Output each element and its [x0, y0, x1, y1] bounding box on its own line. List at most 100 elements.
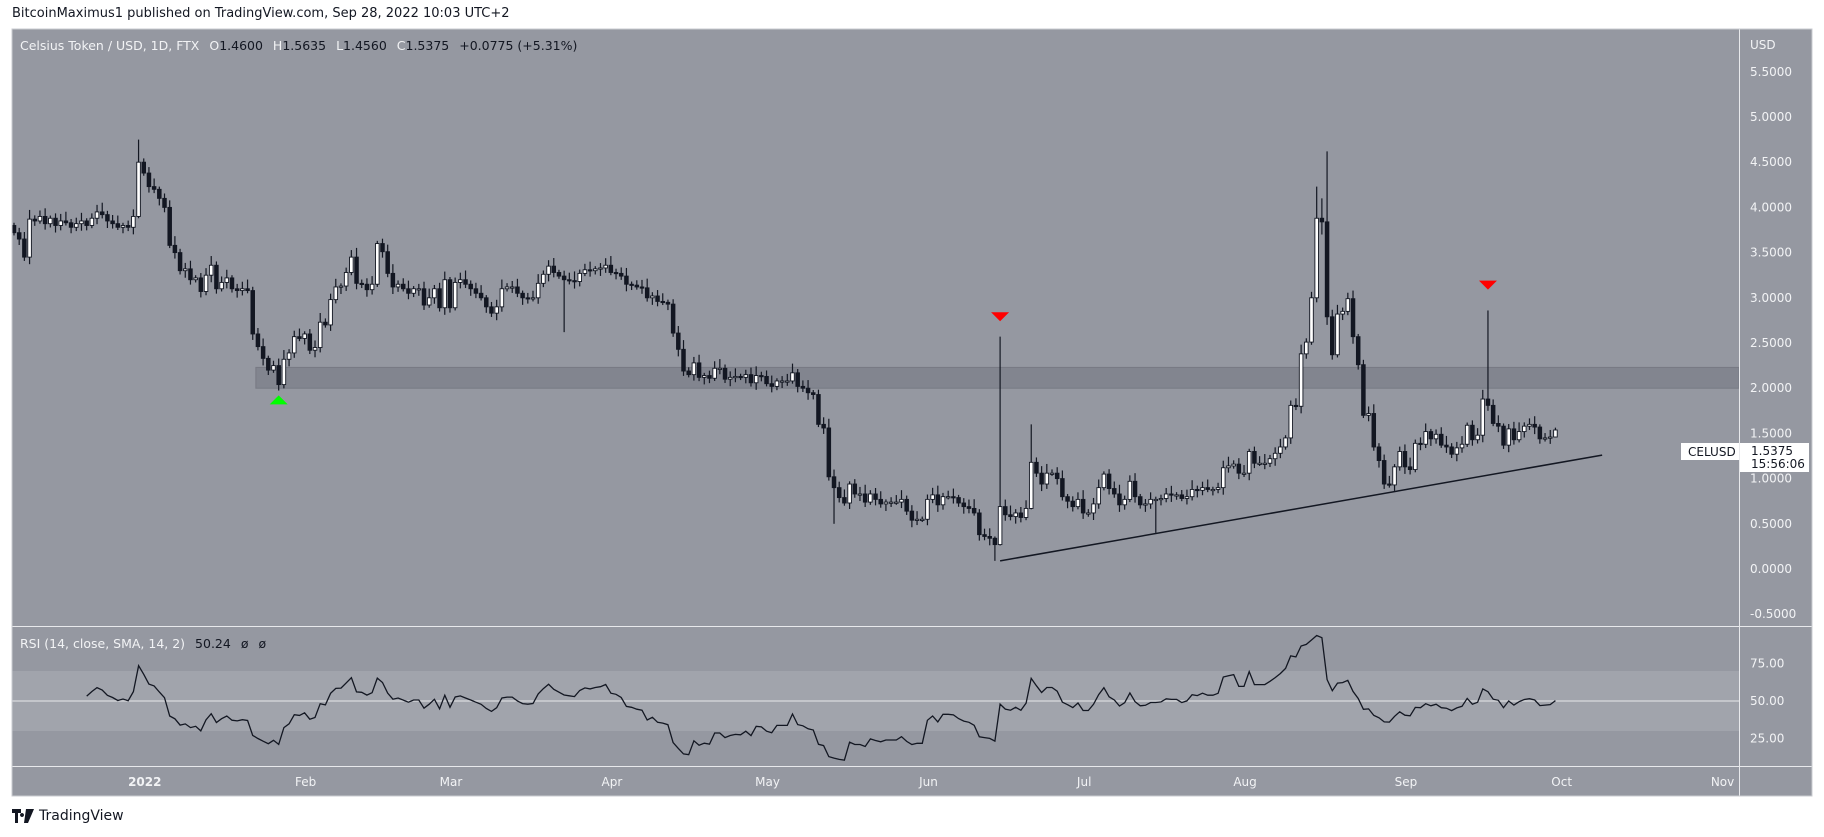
candle	[1547, 429, 1553, 444]
candle-body-down	[707, 375, 712, 379]
candle-body-up	[1553, 429, 1558, 438]
candle-body-down	[951, 496, 956, 499]
candle	[167, 200, 172, 249]
time-axis[interactable]: 2022 Feb Mar Apr May Jun Jul Aug Sep Oct Nov	[128, 775, 1734, 789]
candle-body-down	[686, 370, 691, 376]
candle	[530, 290, 536, 302]
candle	[603, 258, 608, 273]
candle-body-up	[779, 380, 785, 383]
candle-body-up	[1413, 442, 1418, 471]
candle-body-up	[271, 365, 276, 371]
candle	[1044, 463, 1050, 489]
candle	[141, 158, 146, 176]
candle	[733, 368, 738, 383]
candle-body-down	[1034, 461, 1039, 474]
candle	[1112, 481, 1117, 498]
candle-body-up	[1298, 353, 1304, 407]
support-zone-rect[interactable]	[255, 366, 1740, 389]
candle	[971, 499, 977, 516]
candle-body-down	[354, 256, 359, 284]
candle	[1454, 441, 1460, 462]
candle-body-up	[338, 285, 344, 288]
candle	[977, 509, 982, 541]
candle-body-down	[229, 277, 235, 290]
price-axis[interactable]: 5.5000 5.0000 4.5000 4.0000 3.5000 3.0000 2.50…	[1750, 65, 1796, 621]
candle-body-up	[1049, 472, 1055, 475]
candle	[805, 380, 811, 400]
candle	[224, 269, 230, 289]
candle	[1537, 424, 1543, 444]
candle-body-down	[961, 502, 967, 508]
symbol-legend[interactable]: Celsius Token / USD, 1D, FTX O1.4600 H1.…	[20, 38, 577, 53]
candle	[255, 327, 261, 351]
candle-body-up	[499, 288, 505, 308]
candle-body-down	[1387, 483, 1392, 486]
candle	[1298, 344, 1304, 414]
candle	[956, 494, 961, 507]
green-up-arrow-icon[interactable]	[269, 395, 288, 405]
candle-body-down	[157, 188, 162, 199]
candle	[826, 418, 832, 481]
tradingview-logo[interactable]: TradingView	[12, 808, 124, 824]
candle	[84, 218, 89, 231]
candle	[722, 364, 728, 383]
candle	[525, 292, 531, 304]
candle	[266, 355, 271, 376]
price-axis-label: 0.0000	[1750, 562, 1792, 576]
rsi-axis[interactable]: 75.00 50.00 25.00	[1750, 657, 1784, 746]
red-down-arrow-icon[interactable]	[1478, 280, 1497, 290]
candle-body-up	[58, 220, 63, 226]
price-tag-value: 1.5375	[1751, 444, 1793, 458]
candle	[162, 193, 167, 213]
rsi-legend[interactable]: RSI (14, close, SMA, 14, 2) 50.24 ø ø	[20, 636, 266, 651]
candle	[572, 271, 577, 289]
open-value: 1.4600	[219, 38, 263, 53]
candle	[1023, 500, 1029, 521]
candle	[888, 497, 894, 507]
candle-body-down	[1511, 428, 1517, 441]
candle-body-up	[1397, 451, 1402, 468]
candle-body-up	[411, 288, 416, 294]
ascending-support-trendline[interactable]	[999, 454, 1603, 562]
candle	[520, 290, 525, 305]
time-axis-label: Oct	[1551, 775, 1572, 789]
candle	[421, 281, 427, 310]
candle-body-down	[1376, 446, 1382, 461]
candle-body-up	[442, 279, 448, 309]
candle	[32, 215, 38, 226]
candle-body-up	[847, 483, 852, 504]
candle	[1127, 475, 1133, 503]
candle	[1418, 437, 1423, 451]
candle	[650, 292, 655, 305]
candle	[1407, 457, 1413, 475]
candle-body-down	[1080, 498, 1086, 514]
candle	[390, 264, 396, 295]
price-axis-label: 1.0000	[1750, 472, 1792, 486]
price-axis-label: 5.5000	[1750, 65, 1792, 79]
candle	[1054, 467, 1060, 485]
candle	[1003, 499, 1008, 521]
candle-body-down	[151, 186, 157, 190]
candle	[676, 326, 681, 357]
candle	[1236, 458, 1242, 480]
candle-body-up	[395, 283, 401, 288]
candle-body-down	[1537, 426, 1543, 440]
candle-body-down	[722, 367, 728, 380]
candle	[1013, 509, 1018, 524]
candle-body-up	[208, 264, 214, 276]
candle-body-down	[437, 288, 442, 309]
candle	[1324, 151, 1330, 325]
candle	[1309, 291, 1314, 345]
candle-body-down	[1532, 423, 1537, 428]
chart-frame	[11, 28, 1813, 797]
candle-body-down	[110, 220, 115, 225]
candle	[1361, 359, 1366, 419]
candle	[717, 359, 723, 375]
rsi-band	[12, 671, 1739, 731]
candle	[598, 263, 603, 276]
red-down-arrow-icon[interactable]	[991, 312, 1010, 322]
candle-body-up	[1480, 398, 1486, 436]
candle	[16, 227, 22, 246]
candle-body-up	[733, 375, 738, 379]
